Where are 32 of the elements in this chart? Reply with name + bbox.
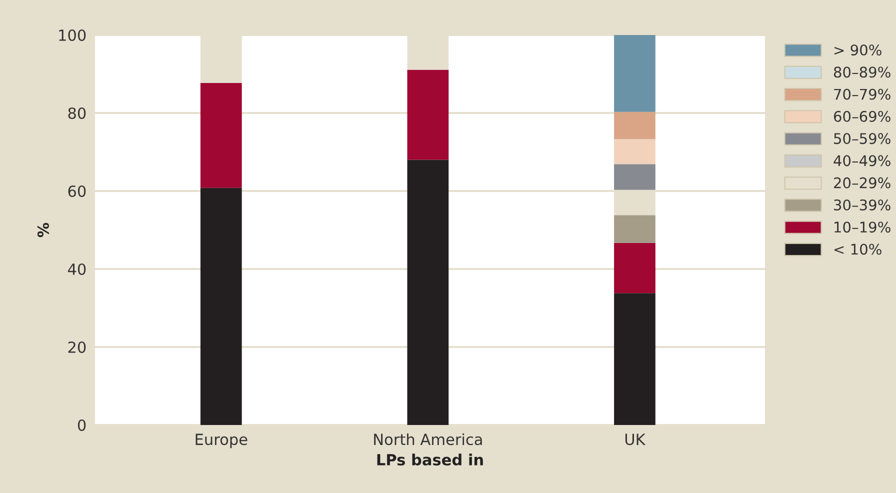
legend-label: 50–59% (834, 133, 890, 144)
bar (407, 70, 449, 160)
legend-label: 40–49% (834, 155, 890, 166)
bar (614, 112, 656, 140)
legend-label: 20–29% (834, 177, 890, 188)
y-tick-label: 40 (68, 263, 86, 276)
y-axis-title: % (37, 222, 49, 238)
legend-label: 30–39% (834, 199, 890, 210)
legend-label: 80–89% (834, 66, 890, 78)
x-tick-label: Europe (196, 434, 248, 448)
bar (614, 215, 656, 243)
legend-label: 10–19% (834, 222, 890, 233)
y-tick-label: 60 (68, 185, 86, 198)
bar (614, 35, 656, 112)
bar (200, 188, 242, 425)
legend-label: 70–79% (834, 88, 890, 100)
bar (614, 242, 656, 294)
y-tick-label: 0 (78, 419, 86, 432)
bar (614, 293, 656, 425)
legend-label: > 90% (834, 44, 882, 56)
legend-label: < 10% (834, 244, 882, 255)
y-tick-label: 100 (59, 29, 86, 42)
x-axis-title: LPs based in (377, 454, 483, 466)
bar (614, 139, 656, 164)
x-tick-label: UK (625, 434, 646, 446)
y-tick-label: 80 (68, 107, 86, 120)
bar (614, 164, 656, 190)
legend-label: 60–69% (834, 110, 890, 122)
y-tick-label: 20 (68, 341, 86, 354)
x-tick-label: North America (374, 433, 482, 446)
bar (407, 160, 449, 425)
bar (200, 82, 242, 188)
